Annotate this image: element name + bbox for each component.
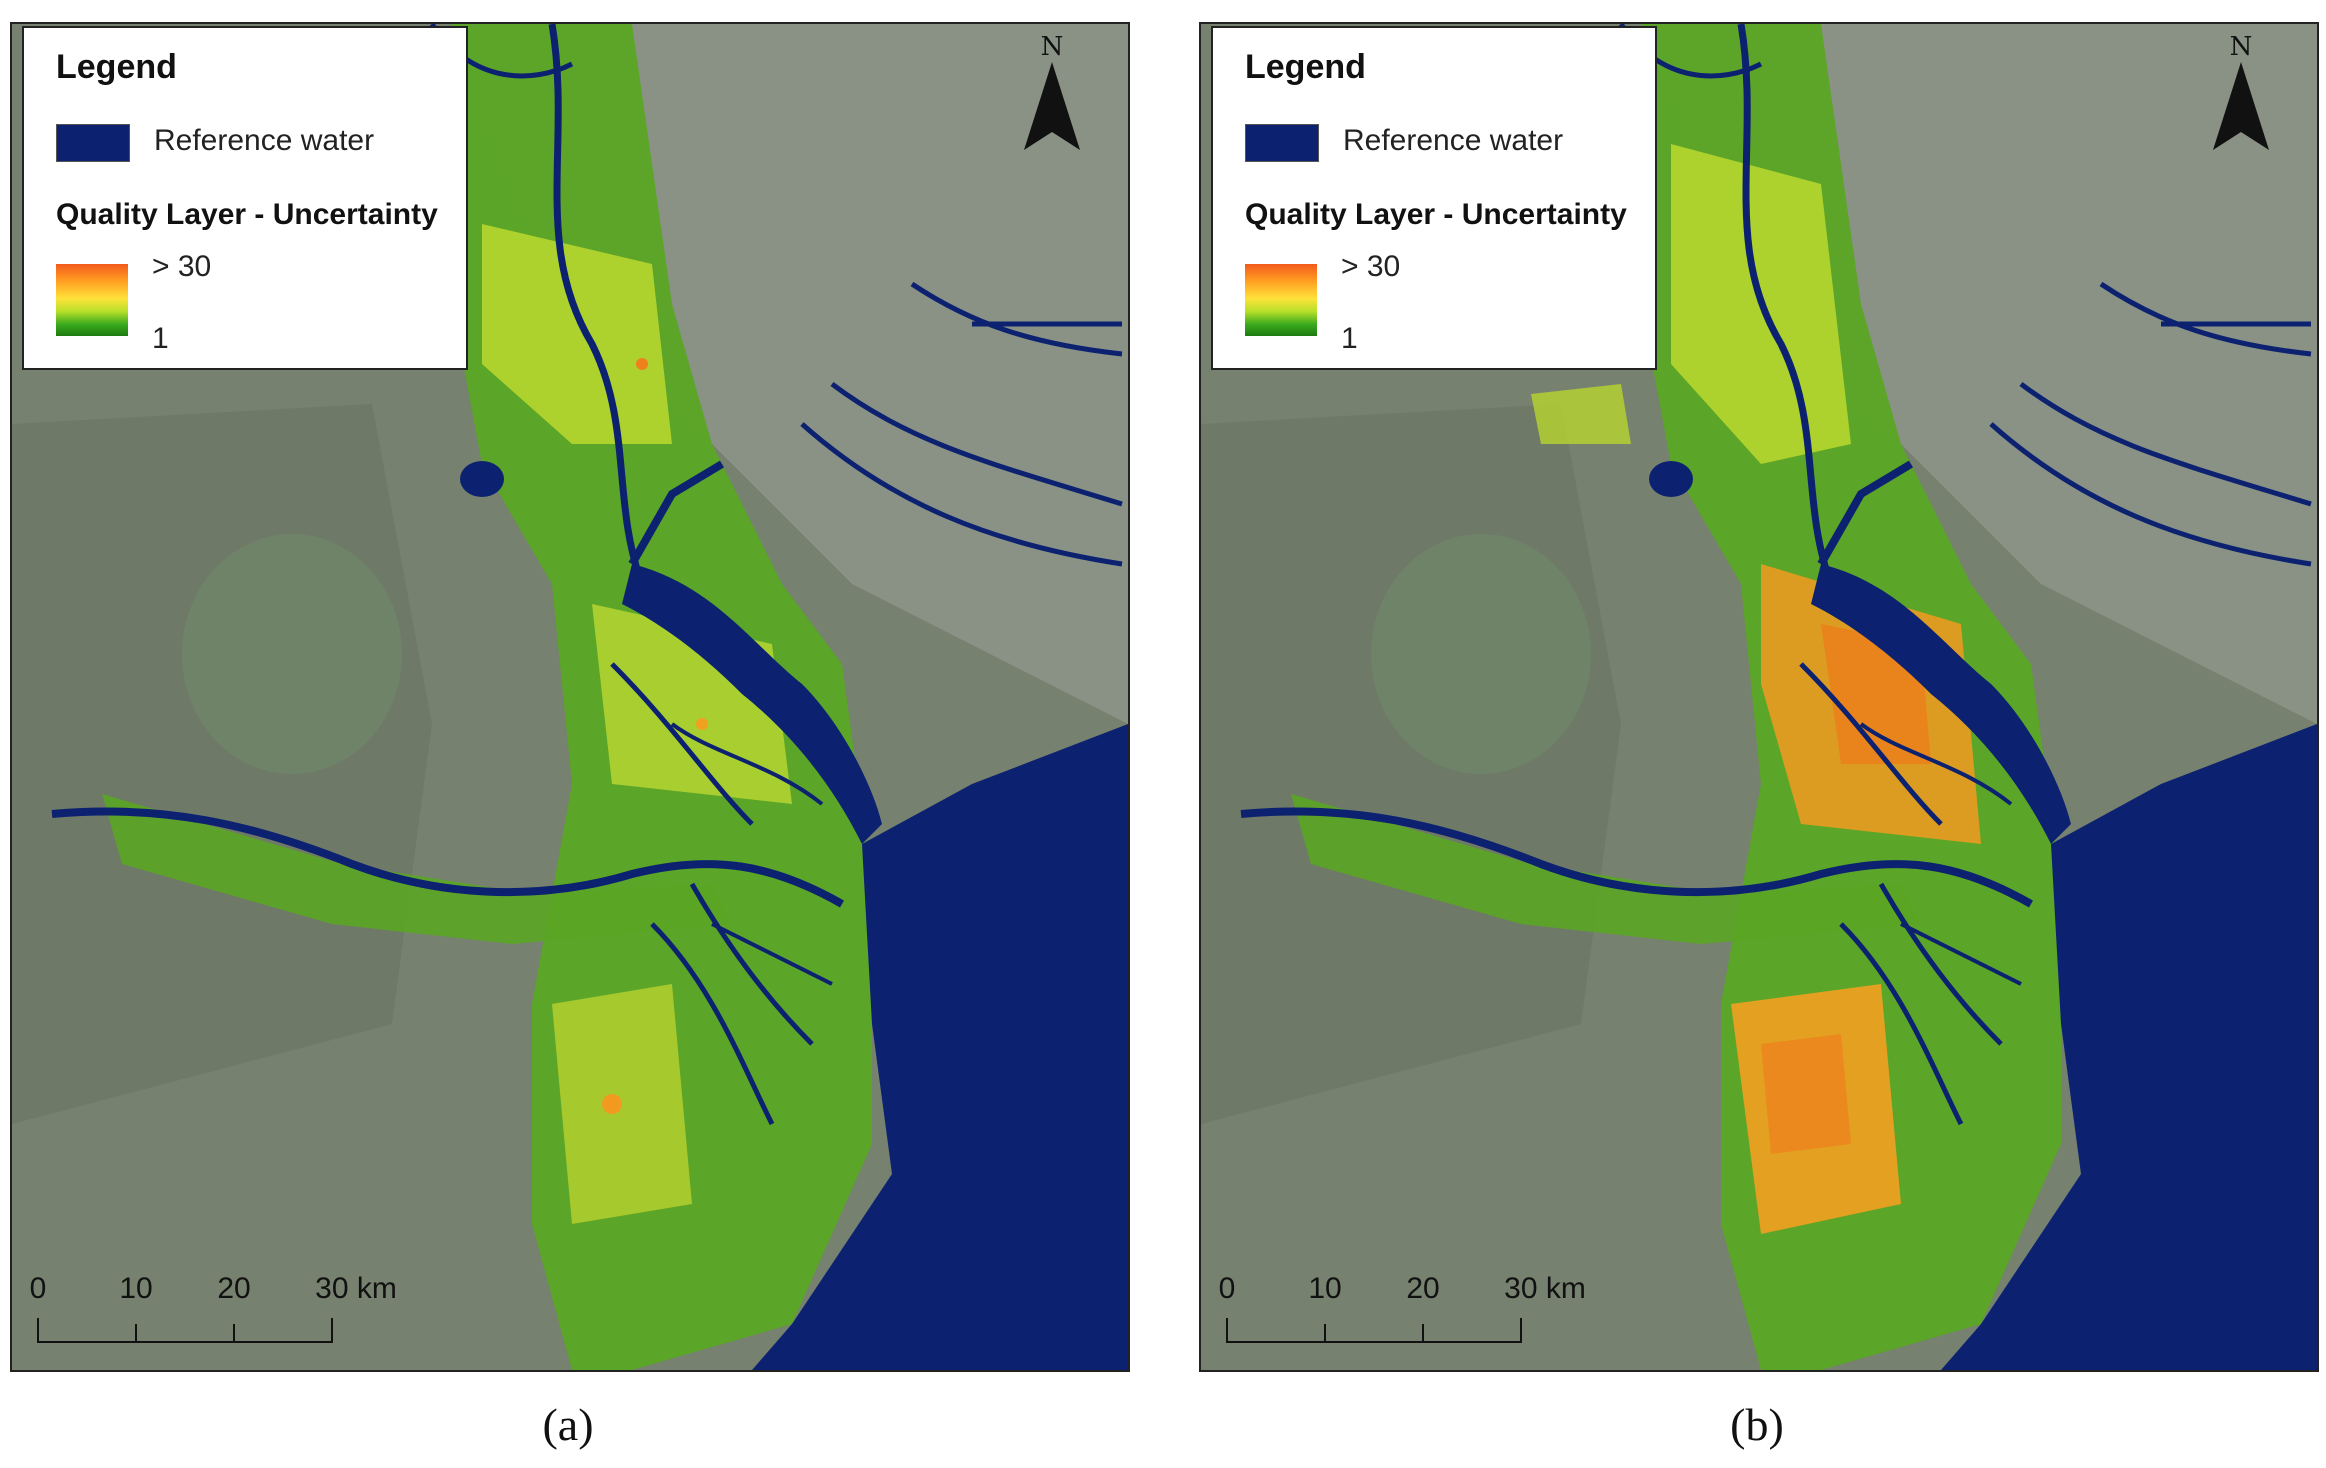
north-letter: N xyxy=(2229,32,2253,62)
north-arrow-icon xyxy=(2213,62,2269,150)
scale-bar: 0 10 20 30 km xyxy=(22,1272,397,1362)
scale-tick-label: 10 xyxy=(1308,1272,1342,1305)
scale-tick-label: 30 km xyxy=(1504,1272,1586,1305)
ramp-max-label: > 30 xyxy=(1341,250,1401,283)
map-panel-b: Legend Reference water Quality Layer - U… xyxy=(1199,22,2319,1372)
scale-bar-graphic xyxy=(37,1318,333,1343)
caption-a: (a) xyxy=(542,1399,594,1450)
ramp-max-label: > 30 xyxy=(152,250,212,283)
map-panel-a: Legend Reference water Quality Layer - U… xyxy=(10,22,1130,1372)
north-letter: N xyxy=(1040,32,1064,62)
reference-water-label: Reference water xyxy=(154,124,375,157)
uncertainty-color-ramp xyxy=(1245,264,1317,336)
legend-box: Legend Reference water Quality Layer - U… xyxy=(1211,26,1657,370)
map-image-a xyxy=(12,24,1128,1370)
scale-bar-graphic xyxy=(1226,1318,1522,1343)
scale-tick-label: 0 xyxy=(29,1272,47,1305)
quality-layer-title: Quality Layer - Uncertainty xyxy=(1245,198,1627,231)
uncertainty-color-ramp xyxy=(56,264,128,336)
ramp-min-label: 1 xyxy=(152,322,169,355)
quality-layer-title: Quality Layer - Uncertainty xyxy=(56,198,438,231)
scale-bar: 0 10 20 30 km xyxy=(1211,1272,1586,1362)
north-arrow-icon xyxy=(1024,62,1080,150)
legend-box: Legend Reference water Quality Layer - U… xyxy=(22,26,468,370)
legend-title: Legend xyxy=(56,48,177,86)
caption-b: (b) xyxy=(1730,1399,1784,1450)
scale-tick-label: 0 xyxy=(1218,1272,1236,1305)
ramp-min-label: 1 xyxy=(1341,322,1358,355)
north-arrow: N xyxy=(1017,32,1087,162)
north-arrow: N xyxy=(2206,32,2276,162)
scale-tick-label: 10 xyxy=(119,1272,153,1305)
scale-tick-label: 30 km xyxy=(315,1272,397,1305)
legend-title: Legend xyxy=(1245,48,1366,86)
reference-water-label: Reference water xyxy=(1343,124,1564,157)
scale-tick-label: 20 xyxy=(1406,1272,1440,1305)
reference-water-swatch xyxy=(1245,124,1319,162)
scale-tick-label: 20 xyxy=(217,1272,251,1305)
reference-water-swatch xyxy=(56,124,130,162)
